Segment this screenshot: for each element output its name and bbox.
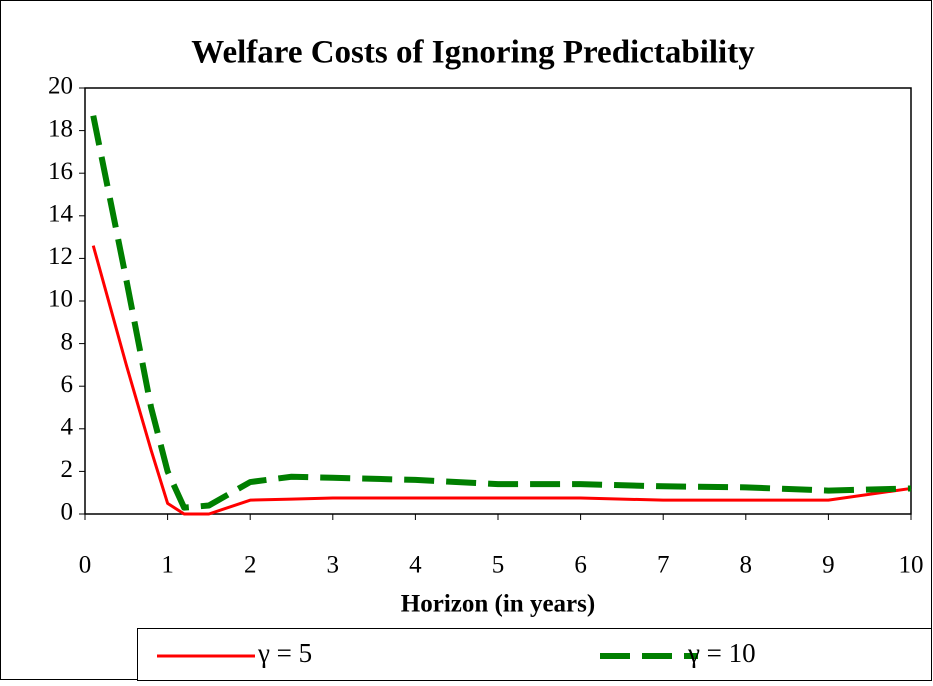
x-tick-label: 7 xyxy=(657,552,670,579)
x-tick-label: 9 xyxy=(822,552,835,579)
chart-title: Welfare Costs of Ignoring Predictability xyxy=(191,35,755,71)
y-tick-label: 0 xyxy=(61,499,74,526)
x-tick-label: 5 xyxy=(492,552,505,579)
x-axis-label: Horizon (in years) xyxy=(401,591,595,618)
y-tick-label: 2 xyxy=(61,456,74,483)
y-tick-label: 18 xyxy=(48,115,73,142)
x-tick-label: 3 xyxy=(327,552,340,579)
x-tick-label: 0 xyxy=(79,552,92,579)
y-tick-label: 8 xyxy=(61,328,74,355)
x-tick-label: 8 xyxy=(740,552,753,579)
legend-box xyxy=(137,628,932,681)
x-tick-label: 6 xyxy=(574,552,587,579)
y-tick-label: 10 xyxy=(48,286,73,313)
y-tick-label: 4 xyxy=(61,414,74,441)
legend-label: γ = 10 xyxy=(687,638,756,668)
x-tick-label: 1 xyxy=(161,552,174,579)
y-tick-label: 12 xyxy=(48,243,73,270)
x-tick-label: 10 xyxy=(899,552,924,579)
x-tick-label: 4 xyxy=(409,552,422,579)
series-line xyxy=(90,115,912,511)
y-tick-label: 20 xyxy=(48,73,73,100)
y-tick-label: 6 xyxy=(61,371,74,398)
y-tick-label: 16 xyxy=(48,158,73,185)
y-tick-label: 14 xyxy=(48,201,74,228)
legend-label: γ = 5 xyxy=(257,638,312,668)
series-line xyxy=(91,245,912,516)
x-tick-label: 2 xyxy=(244,552,257,579)
